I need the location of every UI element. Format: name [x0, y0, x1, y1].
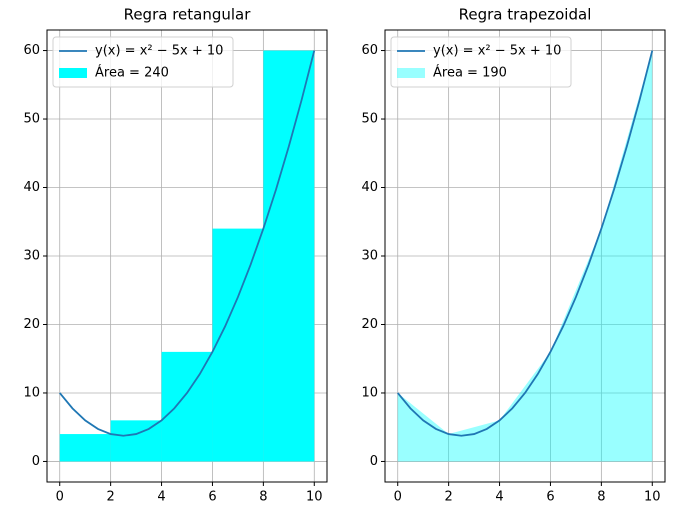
x-tick-label: 4: [495, 490, 503, 505]
bar: [161, 351, 213, 462]
line: [397, 50, 654, 437]
axes-frame: [46, 29, 328, 483]
bar: [212, 228, 264, 462]
legend-label: Área = 240: [95, 65, 169, 81]
y-tick-label: 20: [23, 317, 40, 332]
y-tick-label: 30: [23, 249, 40, 264]
x-tick-label: 2: [444, 490, 452, 505]
legend-label: Área = 190: [433, 65, 507, 81]
y-tick-label: 0: [32, 454, 40, 469]
y-tick-label: 20: [361, 317, 378, 332]
y-tick-label: 50: [361, 112, 378, 127]
bar: [110, 420, 162, 462]
chart-title: Regra trapezoidal: [459, 6, 592, 24]
line: [59, 50, 316, 437]
y-tick-label: 50: [23, 112, 40, 127]
bar: [59, 434, 111, 462]
y-tick-label: 0: [370, 454, 378, 469]
y-tick-label: 10: [361, 385, 378, 400]
y-tick-label: 40: [23, 180, 40, 195]
x-tick-label: 0: [56, 490, 64, 505]
legend-patch: [397, 68, 425, 78]
x-tick-label: 6: [208, 490, 216, 505]
x-tick-label: 8: [259, 490, 267, 505]
legend-label: y(x) = x² − 5x + 10: [433, 44, 561, 59]
y-tick-label: 10: [23, 385, 40, 400]
y-tick-label: 40: [361, 180, 378, 195]
x-tick-label: 8: [597, 490, 605, 505]
x-tick-label: 2: [106, 490, 114, 505]
x-tick-label: 4: [157, 490, 165, 505]
x-tick-label: 10: [644, 490, 661, 505]
y-tick-label: 60: [361, 43, 378, 58]
legend-patch: [59, 68, 87, 78]
bar: [263, 50, 315, 462]
y-tick-label: 30: [361, 249, 378, 264]
legend-box: [52, 36, 234, 88]
x-tick-label: 10: [306, 490, 323, 505]
y-tick-label: 60: [23, 43, 40, 58]
legend-label: y(x) = x² − 5x + 10: [95, 44, 223, 59]
axes-frame: [384, 29, 666, 483]
x-tick-label: 6: [546, 490, 554, 505]
area: [397, 50, 653, 462]
legend-box: [390, 36, 572, 88]
x-tick-label: 0: [394, 490, 402, 505]
chart-title: Regra retangular: [124, 6, 252, 24]
